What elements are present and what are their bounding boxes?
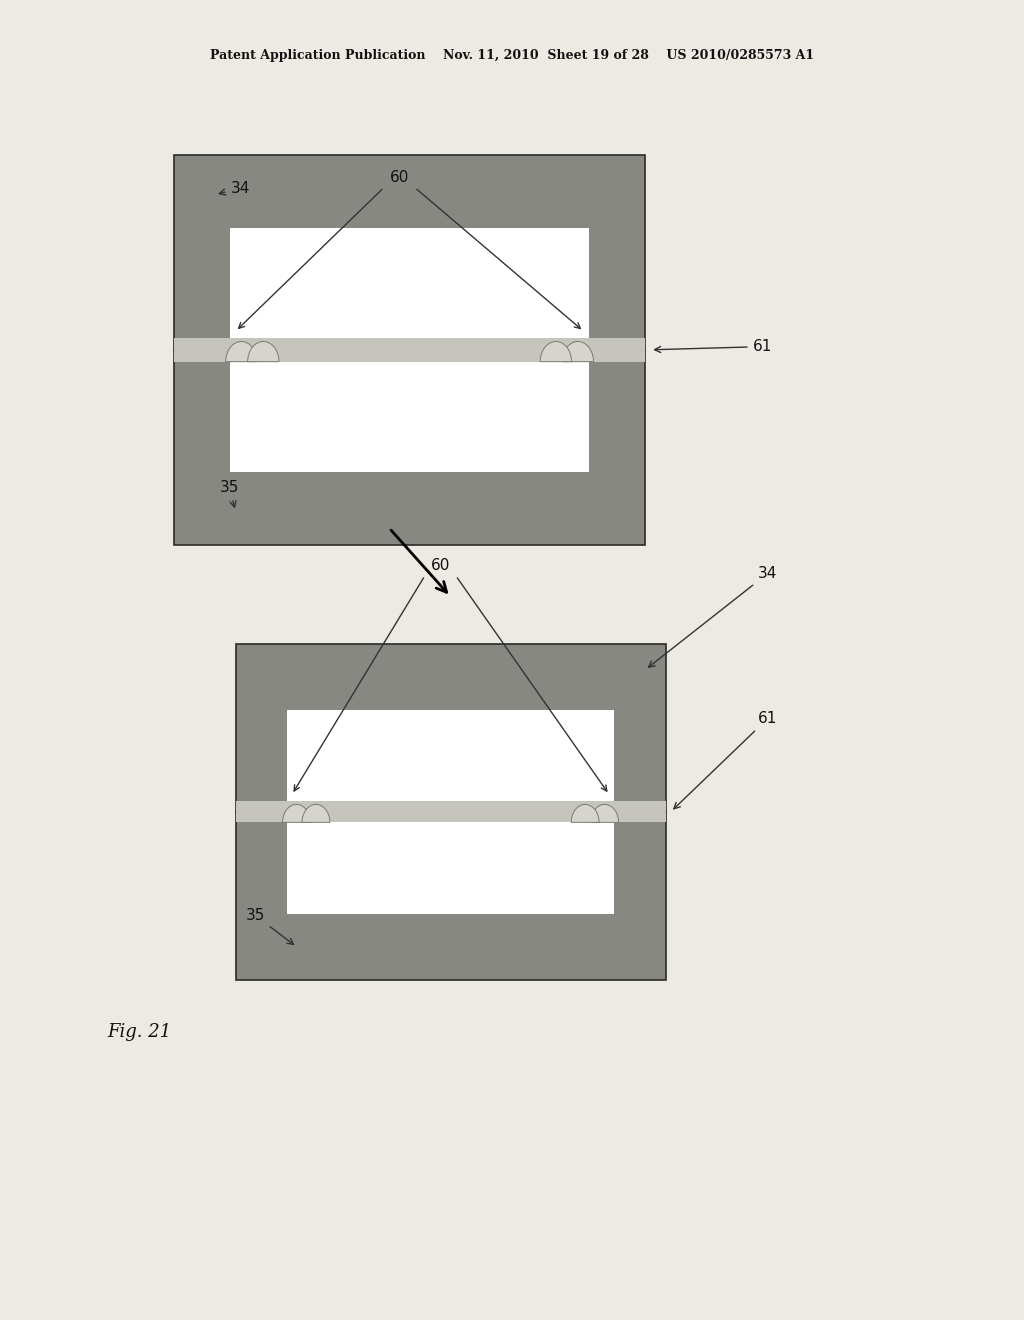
Wedge shape bbox=[591, 804, 618, 822]
Wedge shape bbox=[225, 342, 257, 362]
Text: 34: 34 bbox=[219, 181, 250, 195]
Text: 60: 60 bbox=[431, 558, 450, 573]
Text: 60: 60 bbox=[390, 170, 409, 185]
Bar bbox=[236, 812, 666, 979]
Bar bbox=[230, 362, 589, 471]
Wedge shape bbox=[562, 342, 594, 362]
Text: 35: 35 bbox=[220, 480, 240, 507]
Wedge shape bbox=[248, 342, 279, 362]
Text: 61: 61 bbox=[674, 711, 777, 809]
Text: 61: 61 bbox=[654, 339, 772, 354]
Bar bbox=[287, 710, 614, 801]
Wedge shape bbox=[302, 804, 330, 822]
Bar bbox=[174, 156, 645, 350]
Bar bbox=[230, 227, 589, 338]
Text: Fig. 21: Fig. 21 bbox=[108, 1023, 172, 1041]
Bar bbox=[174, 350, 645, 544]
Text: Patent Application Publication    Nov. 11, 2010  Sheet 19 of 28    US 2010/02855: Patent Application Publication Nov. 11, … bbox=[210, 49, 814, 62]
Text: 34: 34 bbox=[648, 566, 777, 667]
Bar bbox=[287, 822, 614, 913]
Bar bbox=[236, 644, 666, 812]
Bar bbox=[174, 338, 645, 362]
Wedge shape bbox=[283, 804, 310, 822]
Wedge shape bbox=[571, 804, 599, 822]
Text: 35: 35 bbox=[246, 908, 294, 945]
Bar bbox=[236, 801, 666, 822]
Wedge shape bbox=[541, 342, 571, 362]
